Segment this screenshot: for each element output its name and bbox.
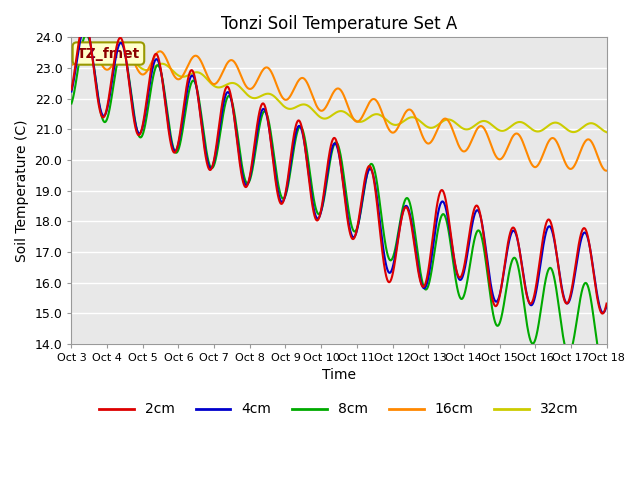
Title: Tonzi Soil Temperature Set A: Tonzi Soil Temperature Set A <box>221 15 457 33</box>
Legend: 2cm, 4cm, 8cm, 16cm, 32cm: 2cm, 4cm, 8cm, 16cm, 32cm <box>93 397 584 422</box>
Y-axis label: Soil Temperature (C): Soil Temperature (C) <box>15 120 29 262</box>
X-axis label: Time: Time <box>322 369 356 383</box>
Text: TZ_fmet: TZ_fmet <box>77 47 140 60</box>
